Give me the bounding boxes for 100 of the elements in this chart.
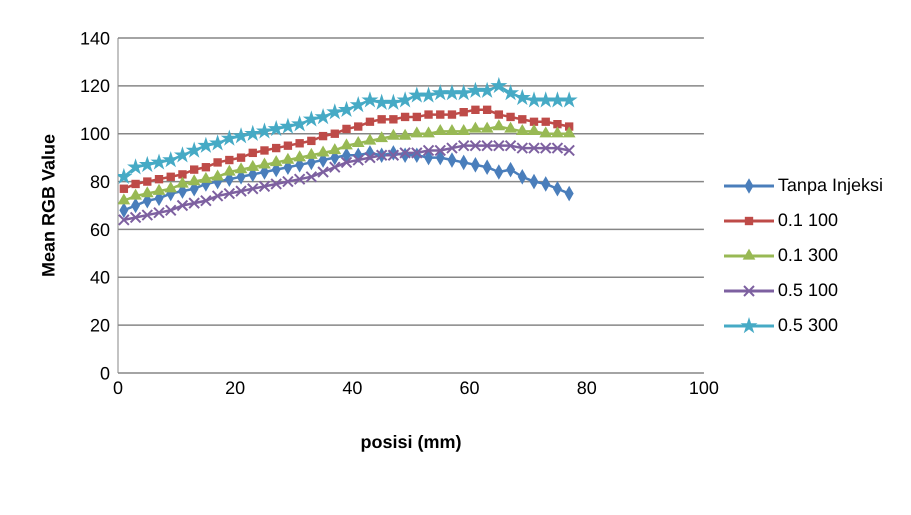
y-tick-label: 60 (90, 220, 110, 240)
point (478, 82, 496, 98)
y-axis-title: Mean RGB Value (38, 134, 58, 278)
x-tick-label: 20 (225, 378, 246, 398)
point (364, 134, 376, 145)
point (236, 153, 246, 162)
point (138, 156, 156, 172)
point (494, 110, 504, 119)
point (260, 146, 269, 155)
point (295, 139, 304, 148)
point (209, 134, 226, 151)
point (408, 86, 426, 103)
point (361, 91, 378, 108)
x-tick-label: 60 (460, 378, 480, 398)
y-tick-label: 80 (90, 172, 110, 192)
point (190, 165, 198, 174)
x-tick-label: 100 (688, 378, 719, 398)
point (197, 136, 214, 153)
point (412, 112, 422, 122)
point (120, 184, 128, 193)
x-tick-label: 40 (342, 378, 362, 398)
point (284, 141, 292, 150)
point (178, 170, 187, 179)
point (387, 128, 400, 140)
point (389, 115, 398, 124)
point (514, 88, 531, 106)
point (127, 158, 144, 174)
point (272, 144, 280, 152)
y-tick-label: 120 (80, 76, 110, 96)
point (328, 143, 342, 154)
point (366, 118, 374, 126)
y-tick-label: 20 (90, 316, 110, 336)
point (268, 120, 285, 136)
point (328, 161, 341, 174)
legend-label: 0.1 100 (778, 210, 838, 231)
point (162, 151, 180, 168)
legend-label: 0.5 300 (778, 315, 838, 336)
point (542, 118, 550, 126)
point (150, 153, 168, 170)
point (466, 82, 484, 98)
y-tick-label: 40 (90, 268, 110, 288)
point (490, 76, 508, 94)
point (291, 115, 308, 132)
point (502, 84, 520, 100)
point (244, 124, 262, 141)
point (342, 124, 351, 134)
point (131, 180, 140, 188)
point (530, 118, 538, 126)
legend-label: 0.1 300 (778, 245, 838, 266)
y-tick-label: 100 (80, 124, 110, 144)
x-tick-label: 0 (112, 378, 124, 398)
point (220, 130, 238, 146)
point (443, 84, 460, 100)
point (186, 142, 203, 158)
point (307, 136, 316, 146)
point (317, 166, 330, 178)
point (302, 110, 320, 127)
x-axis-title: posisi (mm) (360, 432, 462, 452)
point (375, 131, 388, 142)
point (225, 156, 234, 164)
point (318, 132, 328, 140)
point (256, 122, 273, 139)
point (384, 94, 402, 110)
point (448, 110, 456, 119)
point (436, 110, 444, 119)
point (270, 155, 283, 166)
point (396, 91, 414, 108)
point (518, 115, 526, 124)
point (455, 84, 472, 100)
point (553, 120, 562, 128)
legend-label: Tanpa Injeksi (778, 175, 883, 196)
point (316, 146, 330, 157)
point (482, 106, 492, 114)
point (373, 94, 390, 110)
point (504, 122, 517, 133)
point (480, 122, 494, 133)
point (213, 158, 222, 167)
x-tick-label: 80 (576, 378, 597, 398)
point (354, 122, 362, 131)
point (469, 122, 482, 133)
point (338, 100, 356, 118)
point (420, 86, 438, 103)
point (326, 103, 344, 120)
point (424, 110, 433, 119)
point (350, 96, 367, 112)
point (202, 163, 210, 172)
point (279, 118, 296, 134)
point (330, 130, 339, 138)
point (174, 146, 191, 162)
point (432, 84, 449, 100)
point (314, 108, 332, 124)
point (248, 148, 257, 158)
legend-label: 0.5 100 (778, 280, 838, 301)
point (506, 112, 515, 122)
point (154, 174, 164, 184)
point (398, 128, 412, 140)
point (166, 172, 175, 181)
point (460, 108, 468, 116)
point (143, 177, 152, 186)
y-tick-label: 0 (100, 363, 110, 384)
